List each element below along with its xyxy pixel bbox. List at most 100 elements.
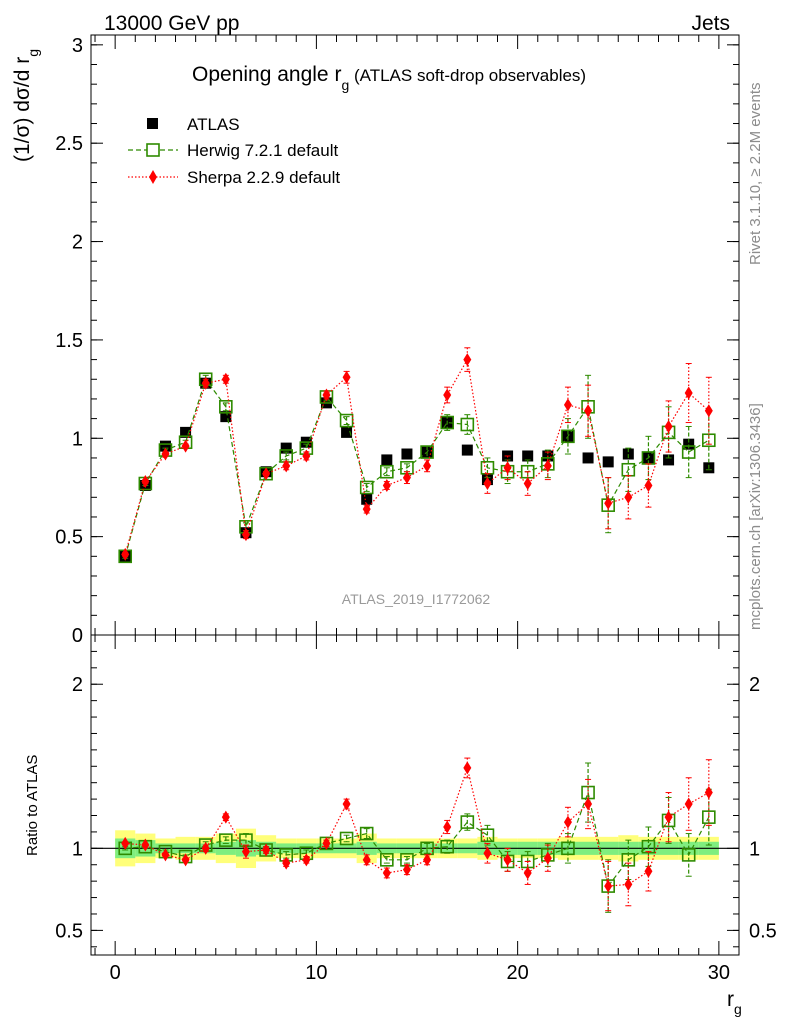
atlas-data-point — [401, 448, 413, 460]
sherpa-data-point — [483, 477, 492, 491]
herwig-series-line — [124, 377, 710, 557]
y-axis-label-main: (1/σ) dσ/d r — [11, 57, 34, 162]
sherpa-data-point — [121, 836, 130, 850]
sherpa-data-point — [121, 547, 130, 561]
herwig-data-point — [339, 831, 354, 846]
herwig-data-point — [359, 826, 374, 841]
sherpa-data-point — [523, 477, 532, 491]
atlas-data-point — [381, 454, 393, 466]
ratio-panel-frame — [90, 634, 740, 956]
herwig-data-point — [440, 839, 454, 854]
sherpa-data-point — [704, 404, 713, 418]
herwig-data-point — [339, 413, 354, 428]
sherpa-data-point — [423, 459, 432, 473]
x-axis-label-subscript: g — [734, 1001, 742, 1017]
ratio-data-series — [118, 757, 716, 913]
sherpa-data-point — [543, 459, 552, 473]
ratio-y-axis-label: Ratio to ATLAS — [24, 755, 41, 856]
herwig-data-point — [621, 853, 636, 867]
sherpa-data-point — [141, 475, 150, 489]
herwig-data-point — [440, 415, 454, 430]
chart-title-main: Opening angle r — [192, 63, 341, 86]
x-tick-label: 20 — [507, 962, 529, 984]
sherpa-data-point — [221, 372, 230, 386]
main-data-series — [118, 347, 716, 564]
sherpa-data-point — [704, 786, 713, 800]
legend: ATLAS Herwig 7.2.1 default Sherpa 2.2.9 … — [128, 115, 340, 187]
y-tick-label-right: 1 — [749, 838, 760, 860]
sherpa-data-point — [503, 461, 512, 475]
y-tick-label: 1 — [72, 428, 83, 450]
y-tick-label: 0.5 — [55, 527, 83, 549]
ratio-axis-ticks: 0.5 0.51 12 20 10 20 30 — [55, 634, 777, 984]
sherpa-data-point — [362, 853, 371, 867]
sherpa-series-line — [124, 357, 710, 555]
herwig-data-point — [380, 464, 394, 479]
herwig-data-point — [219, 400, 233, 414]
y-tick-label: 2 — [72, 232, 83, 254]
sherpa-data-point — [523, 866, 532, 880]
sherpa-data-point — [684, 797, 693, 811]
atlas-data-point — [341, 426, 353, 438]
y-axis-label-subscript: g — [25, 49, 41, 57]
sherpa-data-point — [181, 853, 190, 867]
sherpa-data-point — [503, 853, 512, 867]
sherpa-data-point — [463, 761, 472, 775]
sherpa-data-point — [161, 848, 170, 862]
legend-sherpa-label: Sherpa 2.2.9 default — [187, 168, 340, 187]
sherpa-data-point — [181, 439, 190, 453]
herwig-data-point — [561, 429, 575, 444]
y-tick-label: 2.5 — [55, 133, 83, 155]
herwig-data-point — [380, 853, 394, 867]
y-tick-label: 1.5 — [55, 330, 83, 352]
herwig-data-point — [480, 828, 495, 843]
sherpa-data-point — [563, 398, 572, 412]
herwig-data-point — [219, 833, 233, 847]
sherpa-data-point — [241, 528, 250, 542]
atlas-data-point — [280, 442, 292, 454]
herwig-data-point — [359, 480, 374, 495]
atlas-data-point — [361, 493, 373, 505]
sherpa-data-point — [302, 853, 311, 867]
sherpa-data-point — [201, 376, 210, 390]
atlas-data-point — [582, 452, 594, 464]
herwig-data-point — [460, 815, 475, 829]
sherpa-data-point — [664, 810, 673, 824]
sherpa-data-point — [423, 853, 432, 867]
atlas-data-point — [522, 450, 534, 462]
sherpa-data-point — [382, 866, 391, 880]
sherpa-data-point — [443, 820, 452, 834]
rivet-version-label: Rivet 3.1.10, ≥ 2.2M events — [747, 83, 764, 266]
herwig-data-point — [420, 445, 434, 459]
legend-atlas-label: ATLAS — [187, 115, 240, 134]
y-tick-label: 2 — [72, 674, 83, 696]
sherpa-data-point — [644, 478, 653, 492]
sherpa-data-point — [624, 877, 633, 891]
sherpa-data-point — [141, 838, 150, 852]
atlas-data-point — [220, 411, 232, 423]
sherpa-series-line — [125, 765, 710, 887]
atlas-data-point — [461, 444, 473, 456]
x-tick-label: 10 — [305, 962, 327, 984]
sherpa-data-point — [584, 797, 593, 811]
sherpa-data-point — [402, 471, 411, 485]
sherpa-data-point — [322, 388, 331, 402]
y-tick-label: 3 — [72, 35, 83, 57]
x-axis-label-main: r — [727, 988, 734, 1011]
sherpa-data-point — [563, 815, 572, 829]
atlas-data-point — [159, 440, 171, 452]
x-tick-label: 30 — [708, 962, 730, 984]
sherpa-data-point — [624, 490, 633, 504]
sherpa-data-point — [362, 502, 371, 516]
header-left: 13000 GeV pp — [104, 12, 239, 35]
sherpa-data-point — [604, 879, 613, 893]
atlas-data-point — [683, 438, 695, 450]
sherpa-data-point — [262, 843, 271, 857]
chart-title-tail: (ATLAS soft-drop observables) — [349, 66, 586, 85]
sherpa-data-point — [382, 478, 391, 492]
y-tick-label: 0.5 — [55, 920, 83, 942]
main-axis-ticks: 0 0.5 1 1.5 2 2.5 3 — [55, 35, 739, 647]
sherpa-data-point — [201, 841, 210, 855]
sherpa-data-point — [342, 797, 351, 811]
sherpa-data-point — [241, 845, 250, 859]
